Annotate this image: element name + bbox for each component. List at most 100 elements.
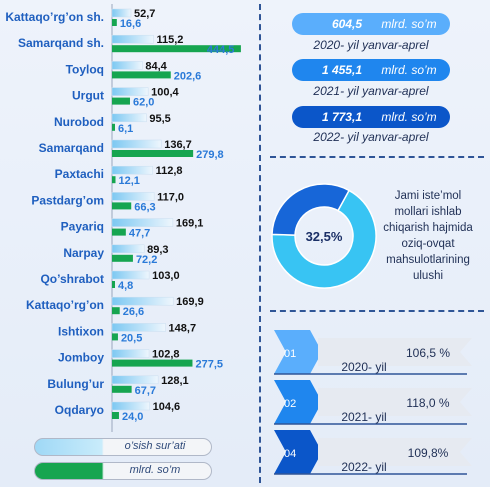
category-label: Ishtixon: [58, 324, 104, 338]
growth-data-label: 100,4: [151, 87, 179, 99]
growth-bar-2022: [318, 438, 472, 466]
value-bar: [112, 19, 117, 26]
growth-value-2020: 106,5 %: [406, 346, 450, 360]
value-data-label: 277,5: [195, 359, 223, 371]
growth-num-2022: 04: [284, 448, 296, 460]
value-bar: [112, 385, 132, 393]
category-label: Jomboy: [58, 351, 104, 365]
share-text-line: mollari ishlab: [394, 206, 462, 218]
value-data-label: 12,1: [119, 175, 140, 187]
vertical-divider: [259, 4, 261, 483]
growth-data-label: 103,0: [152, 270, 180, 282]
category-label: Toyloq: [66, 62, 104, 76]
value-data-label: 67,7: [135, 385, 156, 397]
growth-bar: [111, 270, 150, 280]
value-data-label: 72,2: [136, 254, 157, 266]
growth-bar: [111, 34, 154, 44]
growth-data-label: 84,4: [145, 60, 167, 72]
value-bar: [112, 71, 171, 79]
growth-data-label: 169,1: [176, 218, 204, 230]
growth-year-2021: 2021- yil: [341, 410, 386, 424]
category-label: Payariq: [61, 220, 104, 234]
share-text-line: Jami iste’mol: [394, 190, 462, 202]
legend-value-label: mlrd. so’m: [129, 464, 181, 476]
value-bar: [112, 202, 132, 210]
growth-data-label: 148,7: [169, 322, 197, 334]
category-label: Kattaqo’rg’on sh.: [5, 10, 104, 24]
growth-arrow-2020: [274, 330, 322, 374]
growth-data-label: 115,2: [156, 34, 183, 46]
growth-data-label: 112,8: [156, 165, 183, 177]
horizontal-divider-bottom: [270, 310, 484, 312]
share-text-line: chiqarish hajmida: [383, 222, 473, 234]
total-pill-2021: 1 455,1 mlrd. so’m: [292, 59, 450, 81]
growth-value-2022: 109,8%: [408, 446, 449, 460]
legend-growth-label: o’sish sur’ati: [124, 440, 186, 452]
value-bar: [112, 359, 193, 367]
total-pill-2022: 1 773,1 mlrd. so’m: [292, 106, 450, 128]
growth-item-2021: 02 118,0 % 2021- yil: [274, 380, 472, 425]
value-bar: [112, 307, 120, 315]
category-label: Samarqand: [39, 141, 104, 155]
value-bar: [112, 150, 194, 157]
total-value-2021: 1 455,1: [321, 63, 362, 77]
growth-data-label: 169,9: [176, 296, 204, 308]
share-percent-label: 32,5%: [306, 229, 343, 244]
value-data-label: 24,0: [122, 411, 143, 423]
category-label: Bulung’ur: [47, 377, 104, 391]
value-bar: [112, 228, 126, 236]
growth-bar: [111, 8, 132, 18]
growth-data-label: 52,7: [134, 8, 155, 20]
value-bar: [112, 333, 118, 341]
growth-panel: 01 106,5 % 2020- yil 02 118,0 % 2021- yi…: [274, 330, 472, 475]
total-caption-2022: 2022- yil yanvar-aprel: [313, 130, 429, 144]
value-data-label: 202,6: [174, 70, 202, 82]
share-text-line: oziq-ovqat: [401, 238, 455, 250]
growth-data-label: 89,3: [147, 244, 168, 256]
total-value-2022: 1 773,1: [321, 110, 362, 124]
value-data-label: 20,5: [121, 332, 142, 344]
value-bar: [112, 123, 115, 131]
growth-bar: [111, 139, 162, 149]
growth-data-label: 128,1: [161, 375, 189, 387]
legend-growth: [34, 438, 212, 456]
value-bar: [112, 45, 241, 53]
share-text-line: ulushi: [412, 270, 444, 282]
category-label: Pastdarg’om: [31, 193, 104, 207]
growth-value-2021: 118,0 %: [406, 396, 449, 410]
growth-bar-2020: [318, 338, 472, 366]
value-data-label: 6,1: [118, 123, 133, 135]
category-label: Nurobod: [54, 115, 104, 129]
growth-num-2020: 01: [284, 348, 296, 360]
growth-data-label: 136,7: [164, 139, 192, 151]
growth-bar: [111, 192, 155, 201]
total-caption-2020: 2020- yil yanvar-aprel: [313, 38, 429, 52]
category-label: Samarqand sh.: [18, 36, 104, 50]
category-label: Paxtachi: [55, 167, 104, 181]
value-data-label: 62,0: [133, 97, 154, 109]
category-label: Narpay: [63, 246, 104, 260]
growth-bar: [111, 401, 150, 411]
total-unit-2020: mlrd. so’m: [381, 17, 437, 31]
value-data-label: 66,3: [134, 201, 155, 213]
growth-data-label: 104,6: [153, 401, 181, 413]
growth-bar: [111, 165, 153, 175]
total-unit-2021: mlrd. so’m: [381, 63, 437, 77]
growth-bar-2021: [318, 388, 472, 416]
value-bar: [112, 97, 130, 105]
value-data-label: 26,6: [123, 306, 144, 318]
growth-data-label: 117,0: [157, 191, 184, 203]
growth-bar: [111, 323, 166, 332]
share-description: Jami iste’mol mollari ishlab chiqarish h…: [378, 188, 478, 284]
growth-arrow-2021: [274, 380, 322, 424]
category-label: Urgut: [72, 89, 104, 103]
donut-rest-slice: [271, 189, 377, 289]
growth-bar: [111, 87, 149, 96]
total-caption-2021: 2021- yil yanvar-aprel: [313, 84, 429, 98]
growth-num-2021: 02: [284, 398, 296, 410]
total-unit-2022: mlrd. so’m: [381, 110, 437, 124]
growth-year-2020: 2020- yil: [341, 360, 386, 374]
growth-data-label: 102,8: [152, 349, 180, 361]
growth-item-2022: 04 109,8% 2022- yil: [274, 430, 472, 475]
value-bar: [112, 176, 116, 184]
